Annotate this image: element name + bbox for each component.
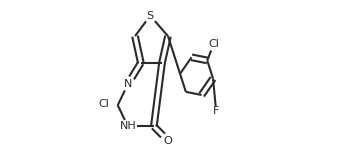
Text: N: N	[124, 79, 132, 89]
Text: S: S	[147, 11, 154, 21]
Text: NH: NH	[120, 121, 136, 131]
Text: F: F	[213, 106, 219, 116]
Text: Cl: Cl	[208, 39, 219, 49]
Text: O: O	[164, 135, 172, 146]
Text: Cl: Cl	[99, 99, 109, 109]
